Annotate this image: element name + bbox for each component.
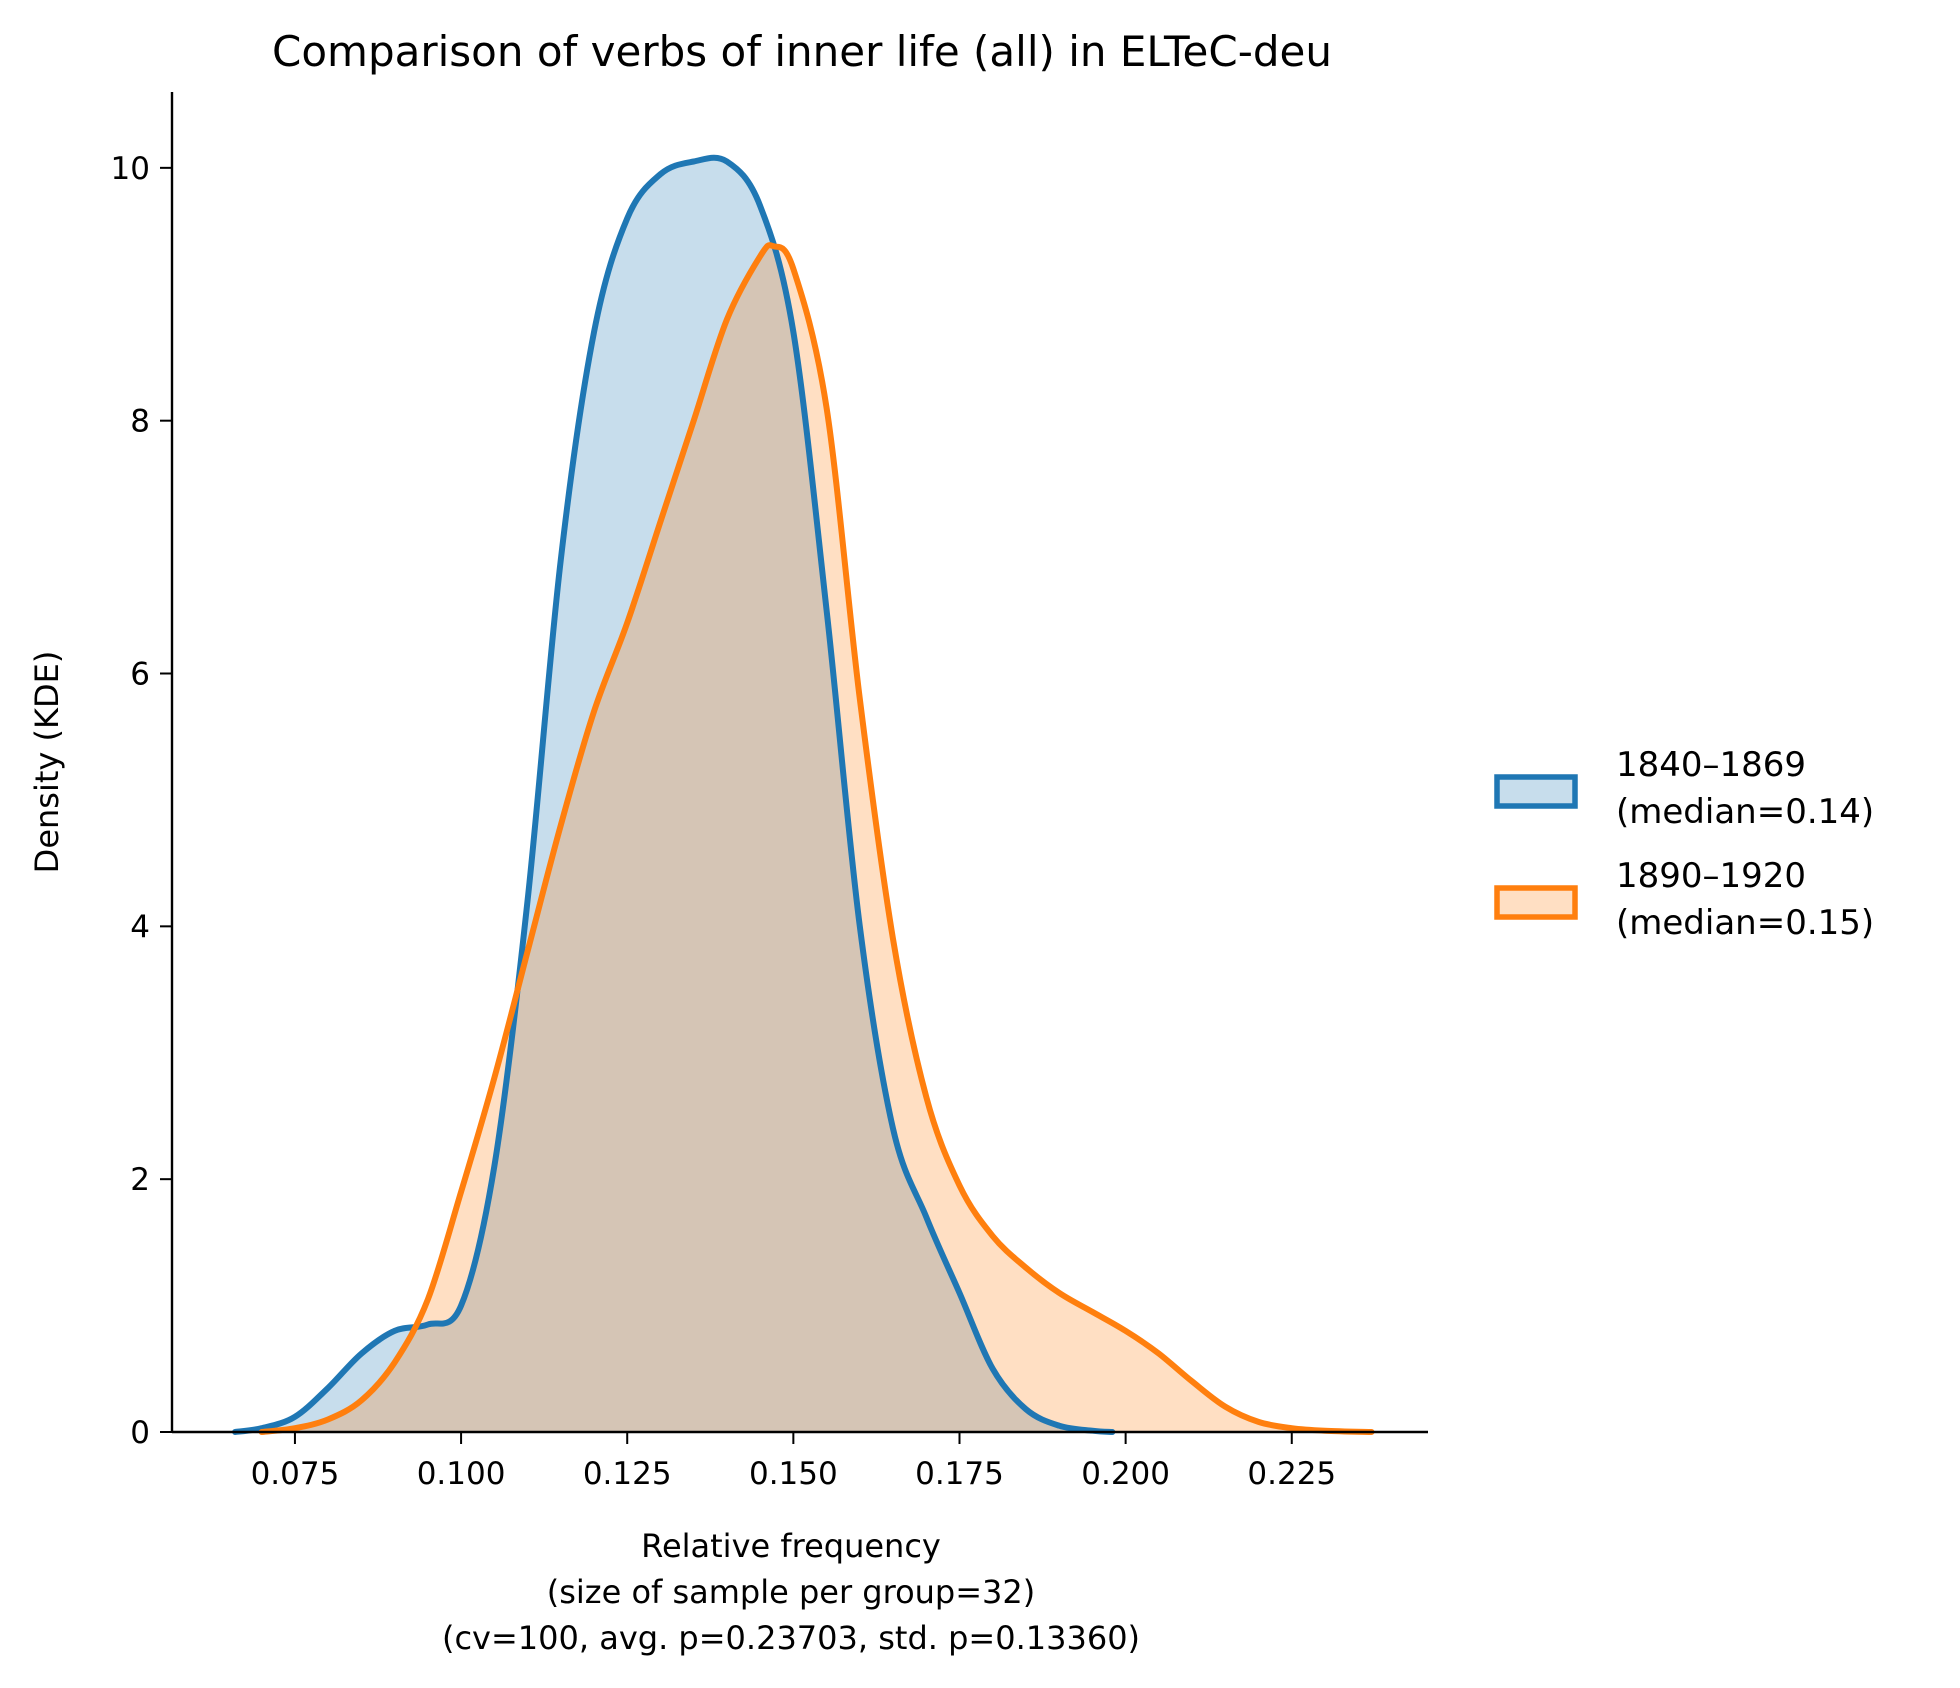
chart-title: Comparison of verbs of inner life (all) … (272, 27, 1332, 76)
y-tick-label: 0 (130, 1415, 150, 1451)
y-tick-label: 4 (130, 909, 150, 945)
x-tick-label: 0.150 (749, 1456, 838, 1492)
y-axis-ticks: 0 2 4 6 8 10 (111, 151, 172, 1451)
density-area-1840-1869 (235, 157, 1113, 1432)
legend: 1840–1869 (median=0.14) 1890–1920 (media… (1494, 745, 1874, 943)
x-tick-label: 0.100 (417, 1456, 506, 1492)
x-tick-label: 0.175 (915, 1456, 1004, 1492)
y-tick-label: 6 (130, 657, 150, 693)
legend-median-1890-1920: (median=0.15) (1616, 903, 1874, 943)
x-axis-title-line-1: Relative frequency (641, 1527, 941, 1565)
x-axis-title-line-2: (size of sample per group=32) (547, 1573, 1036, 1611)
density-line-1890-1920 (258, 242, 1375, 1435)
legend-label-1890-1920: 1890–1920 (1616, 856, 1806, 896)
x-axis-title-line-3: (cv=100, avg. p=0.23703, std. p=0.13360) (442, 1619, 1140, 1657)
x-tick-label: 0.200 (1081, 1456, 1170, 1492)
legend-swatch-1890-1920 (1494, 885, 1578, 920)
x-axis-ticks: 0.075 0.100 0.125 0.150 0.175 0.200 0.225 (251, 1432, 1336, 1492)
legend-median-1840-1869: (median=0.14) (1616, 792, 1874, 832)
plot-area (232, 154, 1375, 1435)
x-tick-label: 0.075 (251, 1456, 340, 1492)
legend-swatch-1840-1869 (1494, 774, 1578, 809)
density-lines (232, 154, 1375, 1435)
legend-label-1840-1869: 1840–1869 (1616, 745, 1806, 785)
y-tick-label: 8 (130, 404, 150, 440)
density-fills (235, 157, 1372, 1432)
y-axis-title: Density (KDE) (28, 651, 66, 874)
y-tick-label: 2 (130, 1162, 150, 1198)
density-area-1890-1920 (261, 245, 1372, 1432)
y-tick-label: 10 (111, 151, 150, 187)
x-tick-label: 0.225 (1247, 1456, 1336, 1492)
x-tick-label: 0.125 (583, 1456, 672, 1492)
